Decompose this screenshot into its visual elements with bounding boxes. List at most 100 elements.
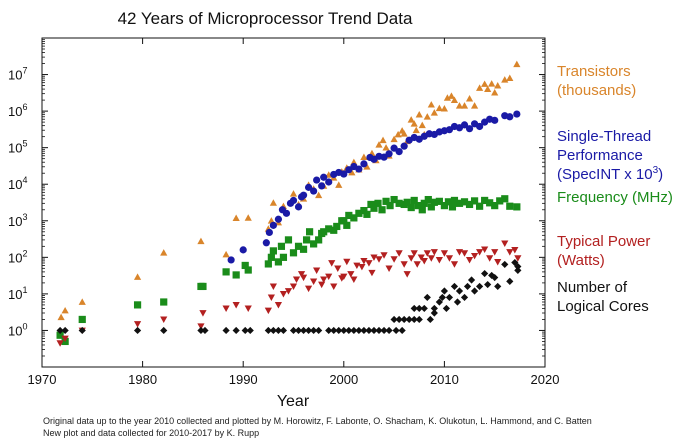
data-point: [445, 293, 454, 302]
data-point: [375, 326, 383, 335]
data-point: [222, 250, 230, 258]
data-point: [299, 326, 308, 335]
data-point: [282, 209, 291, 217]
data-point: [279, 253, 288, 261]
data-point: [201, 326, 209, 335]
data-point: [445, 255, 454, 262]
data-point: [199, 310, 207, 317]
data-point: [435, 298, 443, 306]
data-point: [358, 263, 366, 271]
data-point: [299, 245, 308, 253]
data-point: [279, 291, 288, 298]
data-point: [481, 246, 489, 253]
legend-line-0: Transistors: [557, 63, 631, 80]
data-point: [506, 249, 514, 256]
data-point: [435, 197, 443, 205]
data-point: [412, 126, 420, 134]
data-point: [385, 326, 393, 335]
series-4: [56, 258, 522, 335]
data-point: [264, 307, 272, 315]
data-point: [455, 249, 464, 256]
data-point: [370, 254, 378, 261]
data-point: [514, 262, 522, 271]
data-point: [370, 326, 378, 335]
data-point: [438, 293, 446, 302]
data-point: [333, 222, 341, 231]
data-point: [325, 273, 333, 281]
data-point: [347, 271, 355, 278]
data-point: [160, 298, 168, 306]
data-point: [440, 202, 448, 210]
data-point: [340, 326, 348, 335]
data-point: [430, 198, 438, 206]
data-point: [222, 268, 230, 276]
x-tick-label: 1980: [128, 372, 157, 387]
data-point: [380, 252, 388, 259]
data-point: [450, 261, 459, 268]
data-point: [289, 283, 298, 291]
data-point: [481, 196, 489, 205]
data-point: [340, 273, 348, 281]
y-tick-label: 106: [8, 102, 27, 119]
data-point: [133, 326, 142, 335]
data-point: [299, 274, 308, 282]
chart-title: 42 Years of Microprocessor Trend Data: [118, 9, 413, 28]
data-point: [232, 214, 240, 222]
data-point: [443, 94, 452, 101]
data-point: [310, 240, 318, 248]
data-point: [418, 121, 426, 129]
data-point: [318, 182, 326, 190]
data-point: [269, 199, 277, 206]
data-point: [274, 302, 283, 309]
data-point: [133, 301, 142, 309]
data-point: [365, 326, 373, 335]
data-point: [491, 89, 499, 96]
data-point: [284, 236, 293, 244]
data-point: [262, 239, 270, 247]
data-point: [289, 196, 298, 205]
data-point: [394, 130, 402, 138]
data-point: [334, 265, 342, 272]
x-tick-label: 2000: [329, 372, 358, 387]
data-point: [310, 187, 318, 195]
data-point: [465, 125, 474, 133]
data-point: [470, 287, 479, 295]
data-point: [453, 298, 462, 306]
data-point: [56, 326, 64, 335]
data-point: [355, 165, 363, 173]
data-point: [494, 81, 502, 89]
data-point: [460, 293, 469, 302]
series-3: [56, 240, 522, 347]
data-point: [379, 136, 387, 144]
x-tick-label: 1970: [28, 372, 57, 387]
legend-line-3: Typical Power: [557, 233, 650, 250]
data-point: [415, 111, 423, 118]
data-point: [279, 326, 288, 335]
data-point: [197, 237, 205, 245]
data-point: [501, 195, 509, 203]
data-point: [197, 323, 205, 330]
data-point: [227, 256, 235, 264]
y-tick-label: 104: [8, 175, 27, 192]
data-point: [370, 204, 378, 212]
data-point: [274, 215, 283, 223]
data-point: [407, 203, 415, 212]
data-point: [360, 160, 368, 168]
data-point: [420, 257, 428, 265]
data-point: [435, 257, 443, 264]
data-point: [363, 210, 371, 218]
data-point: [427, 101, 435, 108]
data-point: [447, 92, 456, 99]
y-tick-label: 100: [8, 321, 27, 338]
data-point: [289, 190, 298, 197]
data-point: [506, 113, 514, 121]
data-point: [61, 335, 69, 343]
data-point: [239, 246, 247, 254]
data-point: [328, 260, 336, 267]
data-point: [360, 257, 368, 265]
data-point: [160, 249, 168, 256]
data-point: [513, 110, 521, 118]
data-point: [56, 340, 64, 347]
data-point: [267, 253, 275, 261]
legend-line-4: Logical Cores: [557, 298, 649, 315]
